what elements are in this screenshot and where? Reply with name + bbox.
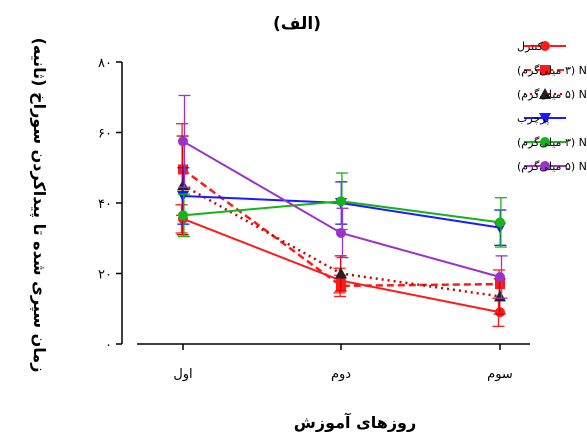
y-tick-label: ۶۰ xyxy=(98,127,112,142)
y-tick-label: ۰ xyxy=(105,338,112,353)
y-tick-label: ۴۰ xyxy=(98,197,112,212)
data-point xyxy=(336,227,346,238)
legend-item: پرچرب NaHS (۵ میلی‌گرم) xyxy=(517,160,587,173)
legend-label: کنترل NaHS (۳ میلی‌گرم) xyxy=(517,64,587,77)
legend-label: کنترل xyxy=(517,40,544,53)
y-axis-title: زمان سپری شده تا پیداکردن سوراخ (ثانیه) xyxy=(29,38,49,373)
y-axis-ticks: ۰ ۲۰ ۴۰ ۶۰ ۸۰ xyxy=(98,56,122,353)
x-tick-label: دوم xyxy=(331,367,351,382)
legend-label: کنترل NaHS (۵ میلی‌گرم) xyxy=(517,88,587,101)
data-point xyxy=(540,41,550,51)
data-point xyxy=(178,136,188,147)
data-point xyxy=(540,161,550,171)
legend-item: کنترل xyxy=(517,40,566,53)
y-tick-label: ۸۰ xyxy=(98,56,112,71)
data-point xyxy=(539,88,551,99)
x-tick-label: اول xyxy=(173,367,192,382)
data-point xyxy=(495,272,505,283)
series-5 xyxy=(177,172,507,248)
data-point xyxy=(539,113,551,124)
data-point xyxy=(335,267,347,279)
legend-label: پرچرب xyxy=(517,112,549,125)
data-point xyxy=(540,137,550,147)
y-tick-label: ۲۰ xyxy=(98,268,112,283)
series-line xyxy=(182,168,501,288)
chart-title: (الف) xyxy=(273,14,321,34)
data-point xyxy=(178,210,188,221)
legend-label: پرچرب NaHS (۵ میلی‌گرم) xyxy=(517,160,587,173)
plot-series xyxy=(175,94,508,328)
legend-label: پرچرب NaHS (۳ میلی‌گرم) xyxy=(517,136,587,149)
legend: کنترل کنترل NaHS (۳ میلی‌گرم) کنترل NaHS (… xyxy=(517,40,587,173)
legend-item: کنترل NaHS (۳ میلی‌گرم) xyxy=(517,64,587,77)
x-tick-label: سوم xyxy=(487,367,513,382)
series-6 xyxy=(178,94,508,299)
x-axis-ticks: اول دوم سوم xyxy=(173,344,513,382)
legend-item: کنترل NaHS (۵ میلی‌گرم) xyxy=(517,88,587,101)
legend-item: پرچرب NaHS (۳ میلی‌گرم) xyxy=(517,136,587,149)
legend-item: پرچرب xyxy=(517,112,566,125)
x-axis-title: روزهای آموزش xyxy=(294,412,416,432)
data-point xyxy=(495,217,505,228)
data-point xyxy=(540,65,550,75)
data-point xyxy=(336,196,346,207)
